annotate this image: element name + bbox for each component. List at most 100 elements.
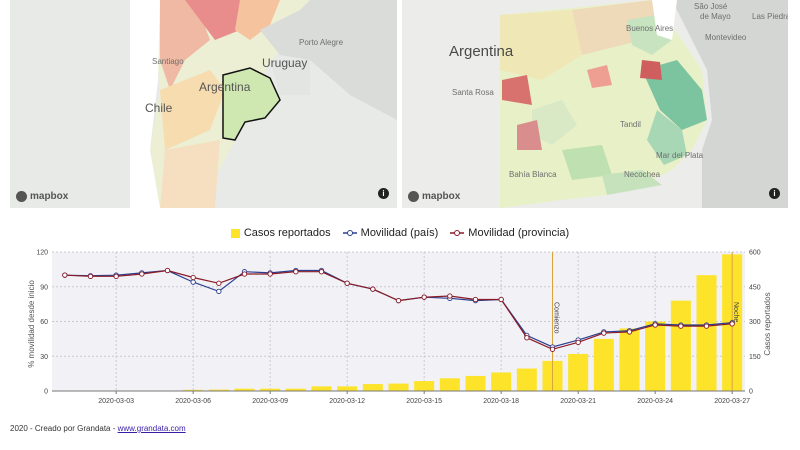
- label-sao-jose: São José: [694, 2, 728, 11]
- label-santa-rosa: Santa Rosa: [452, 88, 494, 97]
- label-mar-del-plata: Mar del Plata: [656, 151, 704, 160]
- mobility-province-point: [318, 269, 325, 275]
- cases-bar: [414, 381, 435, 391]
- mobility-province-point: [498, 296, 504, 303]
- cases-bar: [696, 275, 717, 391]
- mobility-province-point: [575, 339, 581, 346]
- cases-bar: [516, 368, 537, 391]
- footer-text: 2020 - Creado por Grandata -: [10, 424, 118, 433]
- mobility-province-point: [344, 280, 350, 286]
- mobility-province-point: [293, 269, 299, 275]
- y-left-tick-label: 30: [40, 354, 48, 361]
- label-buenos-aires: Buenos Aires: [626, 24, 674, 33]
- chart-axes: 0 30 60 90 120 0 150 300 450 600 2020-03-03 2020-03…: [36, 250, 760, 406]
- x-tick-label: 2020-03-03: [98, 398, 134, 405]
- cases-bar: [337, 386, 358, 391]
- cases-bar: [311, 386, 332, 391]
- x-tick-label: 2020-03-27: [714, 398, 750, 405]
- map-province-canvas[interactable]: [402, 0, 788, 208]
- mobility-province-point: [139, 271, 145, 277]
- mobility-province-point: [190, 274, 196, 281]
- map-panel-province[interactable]: Argentina São José de Mayo Montevideo La…: [402, 0, 788, 208]
- y-right-tick-label: 300: [749, 319, 761, 326]
- country-line-icon: [342, 230, 357, 236]
- mobility-province-point: [703, 323, 710, 329]
- mobility-country-point: [216, 288, 222, 295]
- cases-bar: [645, 321, 666, 391]
- cases-bar: [388, 383, 409, 391]
- annotation-label: Comienzo: [553, 302, 560, 334]
- info-icon[interactable]: i: [378, 188, 389, 199]
- y-right-axis-title: Casos reportados: [763, 292, 772, 355]
- y-right-tick-label: 600: [749, 250, 761, 257]
- x-tick-label: 2020-03-21: [560, 398, 596, 405]
- legend-item-country[interactable]: Movilidad (país): [342, 227, 438, 239]
- legend-item-province[interactable]: Movilidad (provincia): [450, 227, 569, 239]
- info-icon[interactable]: i: [769, 188, 780, 199]
- cases-swatch-icon: [230, 228, 240, 238]
- y-left-tick-label: 120: [36, 250, 48, 257]
- y-right-tick-label: 150: [749, 354, 761, 361]
- map-panel-country[interactable]: Santiago Porto Alegre Uruguay Argentina …: [10, 0, 397, 208]
- mobility-province-point: [62, 272, 68, 278]
- province-line-icon: [450, 230, 465, 236]
- label-argentina-province: Argentina: [449, 43, 514, 60]
- cases-bar: [208, 389, 229, 391]
- mapbox-logo[interactable]: mapbox: [408, 191, 460, 202]
- mobility-country-point: [190, 279, 196, 285]
- mobility-province-point: [472, 296, 479, 303]
- cases-bar: [593, 338, 614, 391]
- map-country-canvas[interactable]: [10, 0, 397, 208]
- y-left-tick-label: 0: [44, 389, 48, 396]
- mobility-province-point: [370, 286, 376, 292]
- mobility-cases-chart[interactable]: Comienzo Noche 0 30 60 90 120 0 150 300 450 600 202…: [0, 244, 800, 414]
- cases-bar: [465, 375, 486, 391]
- footer: 2020 - Creado por Grandata - www.grandat…: [10, 424, 186, 433]
- mapbox-logo[interactable]: mapbox: [16, 191, 68, 202]
- mobility-province-point: [678, 323, 684, 329]
- cases-bar: [619, 328, 640, 391]
- label-montevideo: Montevideo: [705, 33, 747, 42]
- chart-grid: [52, 251, 745, 392]
- grandata-link[interactable]: www.grandata.com: [117, 424, 186, 433]
- x-tick-label: 2020-03-12: [329, 398, 365, 405]
- mobility-province-point: [447, 293, 453, 299]
- cases-bar: [439, 378, 460, 391]
- label-porto-alegre: Porto Alegre: [299, 38, 344, 47]
- y-left-axis-title: % movilidad desde inicio: [27, 280, 36, 368]
- cases-bar: [183, 389, 204, 391]
- mobility-province-point: [164, 267, 171, 274]
- mobility-province-point: [216, 280, 222, 286]
- cases-bar: [362, 384, 383, 391]
- cases-bar: [568, 353, 589, 391]
- y-left-tick-label: 60: [40, 319, 48, 326]
- legend-item-cases[interactable]: Casos reportados: [230, 227, 331, 239]
- mobility-province-point: [241, 271, 248, 277]
- label-las-piedras: Las Piedras: [752, 12, 788, 21]
- x-tick-label: 2020-03-06: [175, 398, 211, 405]
- mobility-province-point: [524, 335, 530, 341]
- mobility-province-point: [549, 346, 556, 352]
- mapbox-icon: [16, 191, 27, 202]
- label-bahia-blanca: Bahía Blanca: [509, 170, 557, 179]
- mobility-province-point: [652, 322, 658, 328]
- label-santiago: Santiago: [152, 57, 184, 66]
- mobility-lines: [62, 267, 735, 352]
- label-necochea: Necochea: [624, 170, 661, 179]
- cases-bar: [260, 388, 281, 391]
- x-tick-label: 2020-03-15: [406, 398, 442, 405]
- mobility-province-point: [87, 273, 94, 279]
- mobility-province-point: [267, 271, 273, 277]
- x-tick-label: 2020-03-24: [637, 398, 673, 405]
- label-de-mayo: de Mayo: [700, 12, 731, 21]
- mobility-province-point: [395, 298, 402, 304]
- cases-bar: [670, 300, 691, 391]
- x-tick-label: 2020-03-18: [483, 398, 519, 405]
- y-right-tick-label: 450: [749, 284, 761, 291]
- chart-legend: Casos reportados Movilidad (país) Movili…: [0, 227, 800, 239]
- y-left-tick-label: 90: [40, 284, 48, 291]
- annotation-label: Noche: [732, 302, 739, 322]
- y-right-tick-label: 0: [749, 389, 753, 396]
- mobility-province-point: [626, 329, 633, 335]
- mobility-province-point: [113, 273, 119, 279]
